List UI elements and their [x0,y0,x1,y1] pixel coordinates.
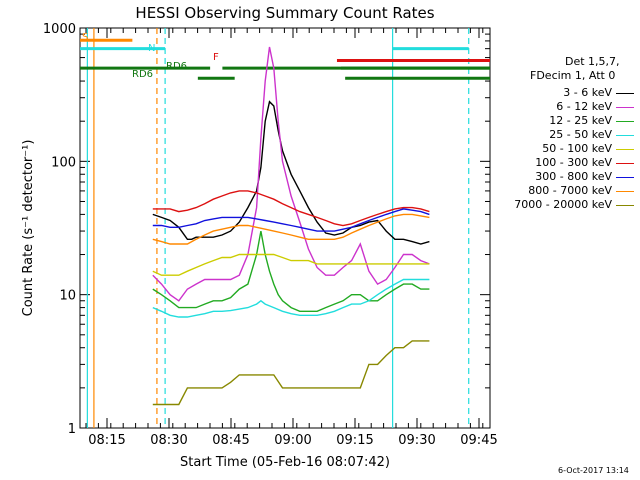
series-line-3 [152,278,430,318]
legend-swatch [616,93,634,94]
legend-item: 50 - 100 keV [498,142,636,156]
x-tick-label: 09:15 [336,433,373,448]
x-tick-label: 09:45 [460,433,497,448]
annotation-label: RD6 [132,69,153,80]
legend-item: 12 - 25 keV [498,114,636,128]
legend-swatch [616,163,634,164]
legend-item: 800 - 7000 keV [498,184,636,198]
x-tick-label: 08:45 [212,433,249,448]
legend-item: 25 - 50 keV [498,128,636,142]
y-tick-label: 10 [59,289,76,304]
header-line-fdecim: FDecim 1, Att 0 [530,69,616,82]
legend-swatch [616,149,634,150]
legend-swatch [616,191,634,192]
legend-label: 3 - 6 keV [563,86,612,99]
legend-swatch [616,107,634,108]
legend-swatch [616,205,634,206]
y-axis-label: Count Rate (s⁻¹ detector⁻¹) [21,140,36,317]
footer-date: 6-Oct-2017 13:14 [558,466,629,475]
y-tick-label: 100 [51,155,76,170]
annotation-label: RD6 [166,61,187,72]
legend-item: 300 - 800 keV [498,170,636,184]
legend-item: 3 - 6 keV [498,86,636,100]
legend-item: 100 - 300 keV [498,156,636,170]
series-line-7 [152,213,430,245]
annotation-label: N [148,43,155,54]
y-tick-label: 1000 [43,22,76,37]
x-tick-label: 08:30 [150,433,187,448]
series-line-2 [152,230,430,312]
annotation-label: F [213,52,219,63]
series-line-1 [152,46,430,302]
plot-frame [79,27,491,429]
x-axis-label: Start Time (05-Feb-16 08:07:42) [180,455,390,470]
legend-label: 800 - 7000 keV [528,184,612,197]
series-line-8 [152,340,430,406]
y-tick-label: 1 [68,422,76,437]
legend-label: 6 - 12 keV [556,100,612,113]
legend-label: 300 - 800 keV [535,170,612,183]
legend-swatch [616,121,634,122]
legend-swatch [616,135,634,136]
series-line-5 [152,190,430,227]
legend-label: 25 - 50 keV [549,128,612,141]
legend-label: 7000 - 20000 keV [514,198,612,211]
legend-label: 12 - 25 keV [549,114,612,127]
legend-label: 50 - 100 keV [542,142,612,155]
x-tick-label: 08:15 [88,433,125,448]
series-line-4 [152,253,430,276]
x-tick-label: 09:00 [274,433,311,448]
header-line-det: Det 1,5,7, [565,55,620,68]
legend-label: 100 - 300 keV [535,156,612,169]
x-tick-label: 09:30 [398,433,435,448]
annotation-label: S [82,32,88,43]
series-line-0 [152,100,430,245]
legend-swatch [616,177,634,178]
series-line-6 [152,208,430,232]
chart-title: HESSI Observing Summary Count Rates [135,4,434,22]
legend-item: 6 - 12 keV [498,100,636,114]
legend-item: 7000 - 20000 keV [498,198,636,212]
